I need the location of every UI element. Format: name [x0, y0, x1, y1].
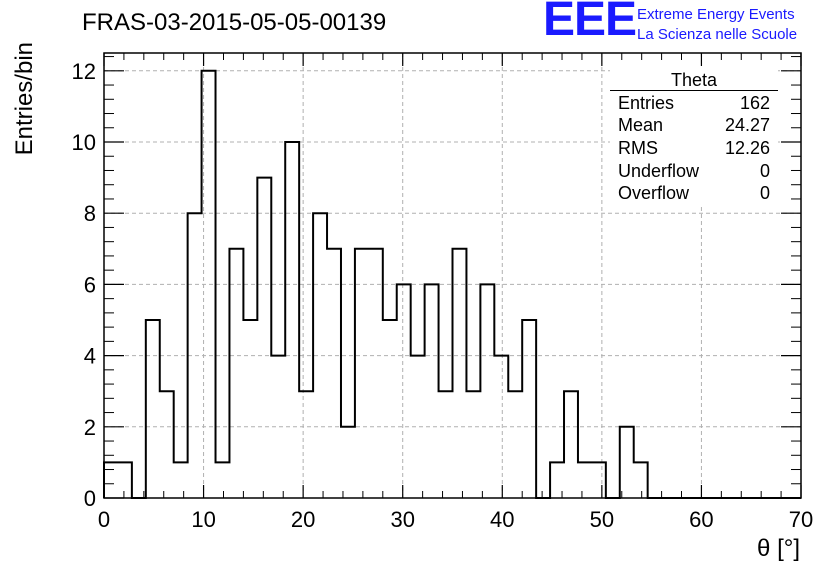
x-tick-label: 20 — [291, 507, 315, 532]
logo-line-project: Extreme Energy Events — [637, 6, 795, 23]
x-tick-label: 60 — [689, 507, 713, 532]
histogram-bins — [103, 69, 801, 499]
axis-tick-labels: 0 10 20 30 40 50 60 70 0 2 4 6 8 10 12 — [72, 59, 814, 532]
axis-ticks — [103, 53, 802, 499]
stats-row-rms: RMS 12.26 — [618, 138, 770, 160]
y-axis-label: Entries/bin — [11, 42, 38, 155]
histogram-bin — [174, 462, 188, 498]
stats-value: 0 — [759, 183, 770, 203]
histogram-bin — [299, 391, 313, 498]
histogram-bin — [480, 284, 494, 498]
histogram-bin — [146, 320, 160, 498]
run-title: FRAS-03-2015-05-05-00139 — [82, 9, 387, 36]
histogram-bin — [592, 462, 606, 498]
stats-value: 12.26 — [724, 138, 770, 158]
stats-title: Theta — [670, 70, 718, 90]
stats-label: RMS — [618, 138, 658, 158]
stats-value: 0 — [759, 161, 770, 181]
plot-frame — [103, 52, 802, 499]
x-tick-label: 30 — [390, 507, 414, 532]
histogram-bin — [369, 249, 383, 498]
histogram-bin — [118, 462, 132, 498]
histogram-bin — [383, 320, 397, 498]
histogram-bin — [257, 178, 271, 498]
stats-row-underflow: Underflow 0 — [618, 161, 770, 183]
x-tick-label: 40 — [490, 507, 514, 532]
histogram-bin — [355, 249, 369, 498]
y-tick-label: 4 — [84, 344, 96, 369]
stats-label: Entries — [618, 93, 675, 113]
histogram-bin — [104, 462, 118, 498]
histogram-bin — [439, 391, 453, 498]
stats-row-entries: Entries 162 — [618, 93, 770, 115]
histogram-bin — [634, 462, 648, 498]
eee-logo-mark: EEE — [543, 0, 637, 46]
stats-row-overflow: Overflow 0 — [618, 183, 770, 205]
logo-line-school: La Scienza nelle Scuole — [637, 26, 798, 43]
histogram-bin — [243, 320, 257, 498]
eee-logo: EEE Extreme Energy Events La Scienza nel… — [543, 0, 833, 46]
histogram-outline — [103, 69, 801, 499]
stats-box: Theta Entries 162 Mean 24.27 RMS 12.26 U… — [610, 67, 778, 205]
histogram-bin — [216, 462, 230, 498]
histogram-bin — [522, 320, 536, 498]
y-tick-label: 12 — [72, 59, 96, 84]
histogram-bin — [453, 249, 467, 498]
x-tick-label: 0 — [98, 507, 110, 532]
histogram-bin — [397, 284, 411, 498]
x-axis-label: θ [°] — [757, 535, 800, 562]
x-tick-label: 50 — [590, 507, 614, 532]
histogram-bin — [508, 391, 522, 498]
histogram-bin — [285, 142, 299, 498]
stats-label: Mean — [618, 115, 664, 135]
stats-value: 162 — [739, 93, 770, 113]
y-tick-label: 10 — [72, 130, 96, 155]
stats-value: 24.27 — [724, 115, 770, 135]
stats-row-mean: Mean 24.27 — [618, 115, 770, 137]
y-tick-label: 8 — [84, 201, 96, 226]
histogram-bin — [564, 391, 578, 498]
histogram-bin — [341, 427, 355, 498]
stats-divider — [610, 90, 778, 91]
y-tick-label: 2 — [84, 415, 96, 440]
stats-label: Overflow — [618, 183, 690, 203]
histogram-bin — [578, 462, 592, 498]
y-tick-label: 6 — [84, 272, 96, 297]
histogram-bin — [425, 284, 439, 498]
y-tick-label: 0 — [84, 486, 96, 511]
x-tick-label: 10 — [191, 507, 215, 532]
histogram-bin — [327, 249, 341, 498]
histogram-bin — [229, 249, 243, 498]
x-tick-label: 70 — [789, 507, 813, 532]
histogram-bin — [620, 427, 634, 498]
stats-label: Underflow — [618, 161, 700, 181]
histogram-bin — [160, 391, 174, 498]
histogram-bin — [466, 391, 480, 498]
